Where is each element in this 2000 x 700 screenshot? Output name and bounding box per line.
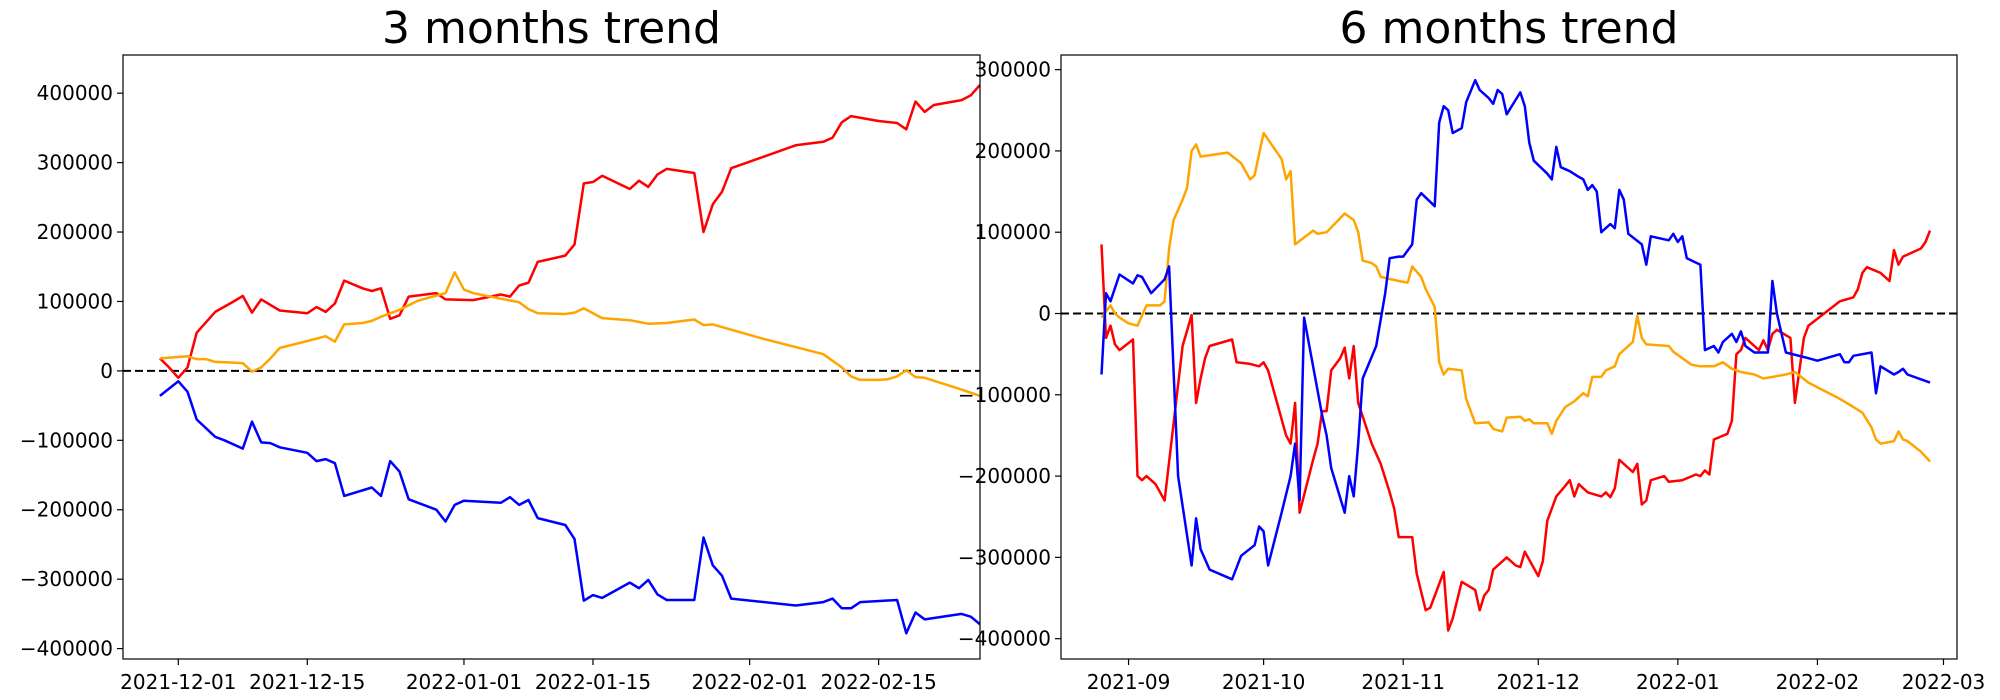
x-tick-label: 2022-03	[1902, 670, 1986, 694]
y-tick-label: −300000	[20, 567, 113, 591]
series-line-2	[1100, 131, 1931, 463]
chart-title: 3 months trend	[382, 3, 721, 54]
x-tick-label: 2021-10	[1222, 670, 1306, 694]
y-tick-label: −400000	[20, 637, 113, 661]
series-line-1	[159, 84, 980, 380]
y-tick-label: 0	[100, 359, 113, 383]
chart-panel-2: 6 months trend 300000 200000 100000 0 −100000…	[958, 3, 1985, 694]
y-tick-label: −200000	[20, 498, 113, 522]
series-line-2	[159, 271, 980, 398]
y-tick-label: 200000	[975, 139, 1051, 163]
series-line-3	[1100, 78, 1931, 581]
plot-frame	[122, 54, 981, 660]
x-tick-label: 2021-09	[1087, 670, 1171, 694]
x-tick-label: 2021-12-15	[249, 670, 365, 694]
series-line-1	[1100, 230, 1932, 632]
y-tick-label: 300000	[37, 151, 113, 175]
x-tick-label: 2022-01	[1636, 670, 1720, 694]
y-tick-label: −400000	[958, 627, 1051, 651]
y-tick-label: 100000	[975, 220, 1051, 244]
x-tick-label: 2022-01-01	[406, 670, 522, 694]
x-tick-label: 2022-01-15	[535, 670, 651, 694]
x-tick-label: 2021-11	[1361, 670, 1445, 694]
series-line-3	[159, 380, 980, 635]
x-tick-label: 2022-02-15	[821, 670, 937, 694]
y-tick-label: 200000	[37, 220, 113, 244]
x-tick-label: 2022-02-01	[692, 670, 808, 694]
y-tick-label: 100000	[37, 289, 113, 313]
y-tick-label: −100000	[958, 383, 1051, 407]
y-tick-label: 300000	[975, 58, 1051, 82]
y-tick-label: 0	[1038, 302, 1051, 326]
x-tick-label: 2022-02	[1776, 670, 1860, 694]
chart-panel-1: 3 months trend 400000 300000 200000 100000 0 −…	[20, 3, 981, 694]
y-tick-label: 400000	[37, 81, 113, 105]
y-tick-label: −200000	[958, 464, 1051, 488]
x-tick-label: 2021-12	[1496, 670, 1580, 694]
y-tick-label: −100000	[20, 428, 113, 452]
chart-title: 6 months trend	[1340, 3, 1679, 54]
plot-frame	[1060, 54, 1958, 660]
x-tick-label: 2021-12-01	[120, 670, 236, 694]
y-tick-label: −300000	[958, 545, 1051, 569]
